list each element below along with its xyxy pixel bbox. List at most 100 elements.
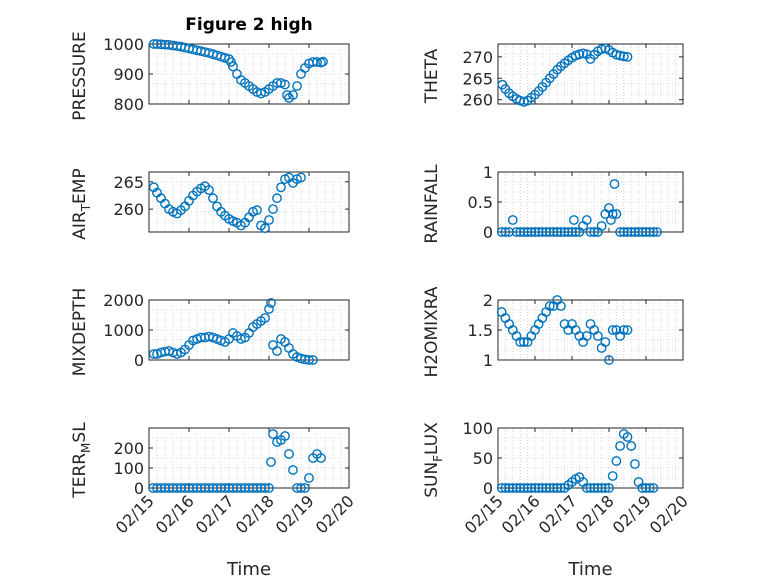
data-point <box>607 209 618 219</box>
data-point <box>266 298 276 308</box>
x-tick-label: 02/16 <box>498 491 544 537</box>
data-point <box>515 227 526 237</box>
data-point <box>318 56 328 67</box>
data-point <box>276 182 286 193</box>
data-point <box>148 39 159 49</box>
x-axis-label: Time <box>226 559 271 580</box>
y-tick-label: 0 <box>483 479 493 498</box>
y-tick-label: 100 <box>462 419 493 438</box>
data-point <box>581 215 592 225</box>
data-point <box>600 337 611 347</box>
data-point <box>272 346 282 356</box>
data-point <box>316 453 326 463</box>
data-point <box>611 456 622 466</box>
data-point <box>552 483 563 493</box>
y-tick-label: 0.5 <box>468 193 493 212</box>
subplot-2: 260 265 270 <box>462 43 684 110</box>
x-axis-label: Time <box>567 559 612 580</box>
y-axis-label: RAINFALL <box>422 164 442 244</box>
data-point <box>533 227 544 237</box>
y-tick-label: 265 <box>113 173 144 192</box>
axes-box <box>497 43 684 105</box>
data-point <box>504 227 514 237</box>
data-point <box>284 449 294 459</box>
data-point <box>312 57 322 67</box>
y-tick-label: 0 <box>483 223 493 242</box>
data-point <box>611 209 622 219</box>
data-point <box>522 483 533 493</box>
y-tick-label: 260 <box>462 91 493 110</box>
data-point <box>208 193 218 204</box>
data-point <box>530 483 540 493</box>
y-axis-label: PRESSURE <box>70 31 90 120</box>
data-point <box>593 483 603 493</box>
data-point <box>526 227 537 237</box>
y-tick-label: 100 <box>113 459 144 478</box>
data-point <box>569 215 579 225</box>
data-point <box>641 483 651 493</box>
data-point <box>544 483 555 493</box>
y-axis-label: TERRMSL <box>70 422 93 499</box>
data-point <box>637 483 648 493</box>
data-point <box>544 227 555 237</box>
y-tick-label: 0 <box>134 479 144 498</box>
data-point <box>296 483 306 493</box>
data-point <box>622 52 633 62</box>
y-tick-label: 1 <box>483 163 493 182</box>
data-point <box>519 483 529 493</box>
y-axis-label: AIRTEMP <box>70 168 93 239</box>
y-tick-label: 270 <box>462 48 493 67</box>
y-tick-label: 260 <box>113 200 144 219</box>
x-tick-label: 02/18 <box>232 491 278 537</box>
data-point <box>537 483 548 493</box>
data-point <box>570 227 581 237</box>
data-point <box>515 483 526 493</box>
data-point <box>552 227 563 237</box>
data-point <box>581 483 592 493</box>
axes-box <box>148 171 350 233</box>
y-axis-label: H2OMIXRA <box>422 286 442 377</box>
data-point <box>288 90 298 100</box>
data-point <box>537 227 548 237</box>
data-point <box>226 57 236 67</box>
data-point <box>264 215 274 225</box>
data-point <box>292 81 302 91</box>
data-point <box>607 325 618 335</box>
data-point <box>606 215 616 225</box>
y-tick-label: 2000 <box>103 291 144 310</box>
x-tick-label: 02/17 <box>535 491 581 537</box>
data-point <box>618 51 629 62</box>
data-point <box>581 331 592 341</box>
data-point <box>578 48 588 59</box>
data-point <box>515 337 526 347</box>
data-point <box>548 483 559 493</box>
data-point <box>626 441 637 451</box>
y-tick-label: 1000 <box>103 321 144 340</box>
data-point <box>641 227 651 237</box>
x-tick-label: 02/19 <box>609 491 655 537</box>
data-point <box>264 304 274 314</box>
data-point <box>266 457 276 467</box>
data-point <box>574 49 585 60</box>
y-tick-label: 900 <box>113 65 144 84</box>
data-point <box>615 227 625 237</box>
y-axis-label: MIXDEPTH <box>70 288 90 377</box>
data-point <box>260 313 270 323</box>
x-tick-label: 02/15 <box>112 491 158 537</box>
x-tick-label: 02/15 <box>461 491 507 537</box>
data-point <box>622 432 633 442</box>
x-tick-label: 02/20 <box>646 491 692 537</box>
data-point <box>600 483 611 493</box>
data-point <box>593 331 603 341</box>
data-point <box>541 227 551 237</box>
data-point <box>567 227 577 237</box>
data-point <box>596 44 607 54</box>
data-point <box>296 172 306 183</box>
data-point <box>622 227 633 237</box>
subplot-4: 00.51 <box>468 163 684 242</box>
data-point <box>530 227 540 237</box>
data-point <box>559 227 570 237</box>
data-point <box>522 227 533 237</box>
